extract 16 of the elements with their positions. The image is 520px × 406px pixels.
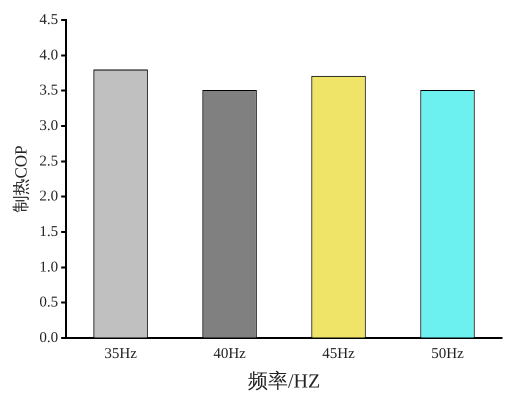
y-tick-label: 2.0 bbox=[39, 188, 58, 205]
y-tick-label: 4.0 bbox=[39, 47, 58, 64]
x-tick-label: 35Hz bbox=[104, 346, 138, 362]
x-tick-label: 40Hz bbox=[213, 346, 246, 362]
x-tick-label: 50Hz bbox=[431, 346, 464, 362]
y-axis-title: 制热COP bbox=[12, 145, 31, 213]
y-tick-label: 1.0 bbox=[39, 259, 58, 276]
x-tick-label: 45Hz bbox=[322, 346, 356, 362]
y-tick-label: 1.5 bbox=[39, 224, 58, 240]
y-tick-label: 2.5 bbox=[39, 153, 58, 170]
y-tick-label: 0.5 bbox=[39, 294, 58, 311]
y-tick-label: 3.5 bbox=[39, 82, 58, 99]
y-tick-label: 0.0 bbox=[39, 330, 58, 346]
y-tick-label: 4.5 bbox=[39, 12, 58, 28]
y-tick-label: 3.0 bbox=[39, 118, 58, 134]
x-axis-title: 频率/HZ bbox=[248, 370, 320, 392]
